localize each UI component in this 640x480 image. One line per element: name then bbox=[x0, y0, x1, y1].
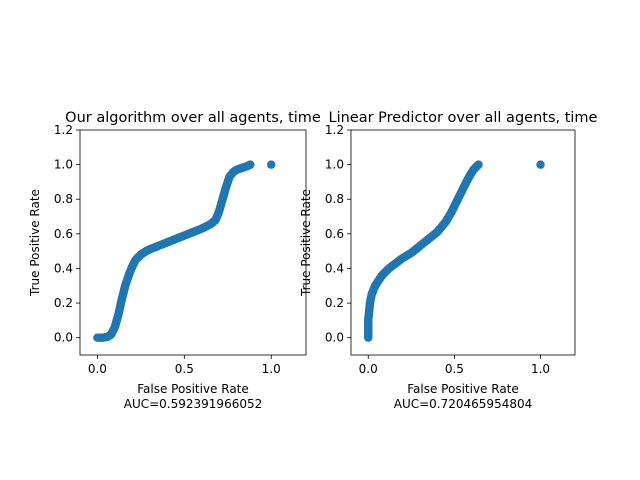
data-point bbox=[267, 160, 276, 169]
data-point bbox=[474, 160, 483, 169]
data-point bbox=[246, 160, 255, 169]
y-axis-label: True Positive Rate bbox=[299, 189, 313, 297]
data-points bbox=[93, 160, 276, 342]
x-axis-label: False Positive Rate bbox=[137, 382, 249, 396]
y-tick-label: 1.0 bbox=[54, 158, 73, 172]
data-points bbox=[364, 160, 545, 342]
y-tick-label: 0.4 bbox=[54, 261, 73, 275]
y-tick-label: 0.6 bbox=[325, 227, 344, 241]
chart-title: Our algorithm over all agents, time bbox=[65, 110, 321, 126]
y-tick-label: 0.0 bbox=[325, 331, 344, 345]
y-axis-label: True Positive Rate bbox=[28, 189, 42, 297]
auc-label: AUC=0.592391966052 bbox=[124, 397, 263, 411]
axes-frame bbox=[350, 129, 576, 356]
data-point bbox=[536, 160, 545, 169]
y-tick-label: 1.2 bbox=[54, 123, 73, 137]
x-axis-label: False Positive Rate bbox=[407, 382, 519, 396]
y-tick-label: 0.8 bbox=[54, 192, 73, 206]
auc-label: AUC=0.720465954804 bbox=[394, 397, 533, 411]
y-tick-label: 1.2 bbox=[325, 123, 344, 137]
x-tick-label: 1.0 bbox=[262, 362, 281, 376]
y-tick-label: 0.2 bbox=[54, 296, 73, 310]
y-tick-label: 0.2 bbox=[325, 296, 344, 310]
x-tick-label: 0.0 bbox=[359, 362, 378, 376]
x-tick-label: 0.0 bbox=[88, 362, 107, 376]
y-tick-label: 0.8 bbox=[325, 192, 344, 206]
y-tick-label: 0.0 bbox=[54, 331, 73, 345]
axes-frame bbox=[79, 129, 307, 356]
chart-title: Linear Predictor over all agents, time bbox=[329, 110, 598, 126]
x-tick-label: 0.5 bbox=[175, 362, 194, 376]
x-tick-label: 0.5 bbox=[445, 362, 464, 376]
y-tick-label: 0.6 bbox=[54, 227, 73, 241]
y-tick-label: 1.0 bbox=[325, 158, 344, 172]
x-tick-label: 1.0 bbox=[531, 362, 550, 376]
y-tick-label: 0.4 bbox=[325, 261, 344, 275]
